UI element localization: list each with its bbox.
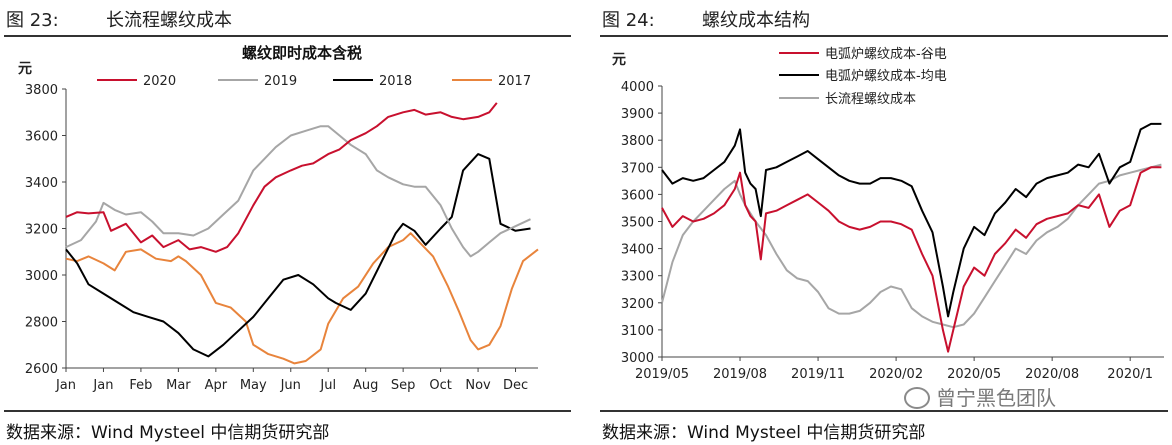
y-tick-label: 3000 <box>25 269 58 284</box>
y-tick-label: 2800 <box>25 316 58 331</box>
x-tick-label: Jun <box>280 378 301 393</box>
series-line-2018 <box>65 153 531 358</box>
y-tick-label: 3200 <box>25 223 58 238</box>
y-tick-label: 4000 <box>621 80 654 95</box>
x-tick-label: 2020/05 <box>947 367 1001 382</box>
figure-24-number: 图 24: <box>602 10 655 31</box>
y-axis-unit-label: 元 <box>18 61 32 77</box>
y-tick-label: 3800 <box>25 83 58 98</box>
series-line-2020 <box>65 102 498 253</box>
y-tick-label: 3600 <box>621 188 654 203</box>
series-line-长流程螺纹成本 <box>661 163 1162 329</box>
x-tick-label: Nov <box>465 378 491 393</box>
y-tick-label: 3100 <box>621 324 654 339</box>
figure-23-panel: 图 23: 长流程螺纹成本 2600 2800 3000 3200 3400 3600 380… <box>0 0 575 445</box>
figure-23-number: 图 23: <box>6 10 59 31</box>
y-tick-label: 3900 <box>621 107 654 122</box>
legend-label: 2018 <box>379 74 412 89</box>
x-tick-label: Jan <box>92 378 113 393</box>
series-line-2019 <box>65 125 531 258</box>
x-tick-label: Mar <box>166 378 191 393</box>
x-tick-label: 2020/02 <box>869 367 923 382</box>
watermark-text: 曾宁黑色团队 <box>936 386 1056 410</box>
y-tick-label: 3400 <box>621 243 654 258</box>
y-tick-label: 3200 <box>621 297 654 312</box>
y-tick-label: 3600 <box>25 130 58 145</box>
figure-23-heading: 图 23: 长流程螺纹成本 <box>6 6 232 32</box>
x-tick-label: May <box>240 378 267 393</box>
legend-label: 长流程螺纹成本 <box>825 92 916 107</box>
rebar-cost-structure-chart: 3000 3100 3200 3300 3400 3500 3600 3700 3800 3900… <box>612 47 1164 382</box>
x-tick-label: 2020/1 <box>1107 367 1153 382</box>
figure-23-title: 长流程螺纹成本 <box>106 10 232 31</box>
legend-label: 2019 <box>264 74 297 89</box>
figure-23-top-rule <box>4 35 571 37</box>
watermark: 曾宁黑色团队 <box>904 382 1056 411</box>
y-tick-label: 3300 <box>621 270 654 285</box>
x-tick-label: Aug <box>353 378 378 393</box>
legend-label: 电弧炉螺纹成本-均电 <box>825 69 947 84</box>
figure-23-bottom-rule <box>4 410 571 412</box>
y-tick-label: 3800 <box>621 134 654 149</box>
y-axis-unit-label: 元 <box>612 52 626 68</box>
chart-title: 螺纹即时成本含税 <box>242 44 362 62</box>
legend-label: 2020 <box>143 74 176 89</box>
x-tick-label: Dec <box>503 378 528 393</box>
x-tick-label: Jan <box>55 378 76 393</box>
y-tick-label: 3000 <box>621 351 654 366</box>
figure-24-source: 数据来源：Wind Mysteel 中信期货研究部 <box>602 423 926 443</box>
figure-24-top-rule <box>600 35 1168 37</box>
figure-24-heading: 图 24: 螺纹成本结构 <box>602 6 810 32</box>
series-line-2017 <box>65 232 539 365</box>
figure-24-title: 螺纹成本结构 <box>702 10 810 31</box>
x-tick-label: Jul <box>319 378 336 393</box>
x-tick-label: 2020/08 <box>1025 367 1079 382</box>
rebar-cost-line-chart: 2600 2800 3000 3200 3400 3600 3800 元 Jan Jan Feb Ma… <box>18 44 539 393</box>
figure-23-source: 数据来源：Wind Mysteel 中信期货研究部 <box>6 423 330 443</box>
legend-label: 电弧炉螺纹成本-谷电 <box>825 47 947 62</box>
x-tick-label: 2019/05 <box>635 367 689 382</box>
y-tick-label: 3500 <box>621 216 654 231</box>
y-tick-label: 3400 <box>25 176 58 191</box>
y-tick-label: 2600 <box>25 362 58 377</box>
x-tick-label: 2019/11 <box>791 367 845 382</box>
figure-24-panel: 图 24: 螺纹成本结构 3000 3100 3200 3300 3400 3500 3600… <box>596 0 1172 445</box>
series-line-电弧炉螺纹成本-谷电 <box>661 166 1162 353</box>
wechat-icon <box>904 386 930 409</box>
x-tick-label: 2019/08 <box>713 367 767 382</box>
x-tick-label: Feb <box>129 378 152 393</box>
series-line-电弧炉螺纹成本-均电 <box>661 122 1162 318</box>
legend-label: 2017 <box>498 74 531 89</box>
x-tick-label: Apr <box>205 378 228 393</box>
x-tick-label: Oct <box>429 378 451 393</box>
y-tick-label: 3700 <box>621 161 654 176</box>
x-tick-label: Sep <box>391 378 416 393</box>
figure-24-bottom-rule <box>600 410 1168 412</box>
